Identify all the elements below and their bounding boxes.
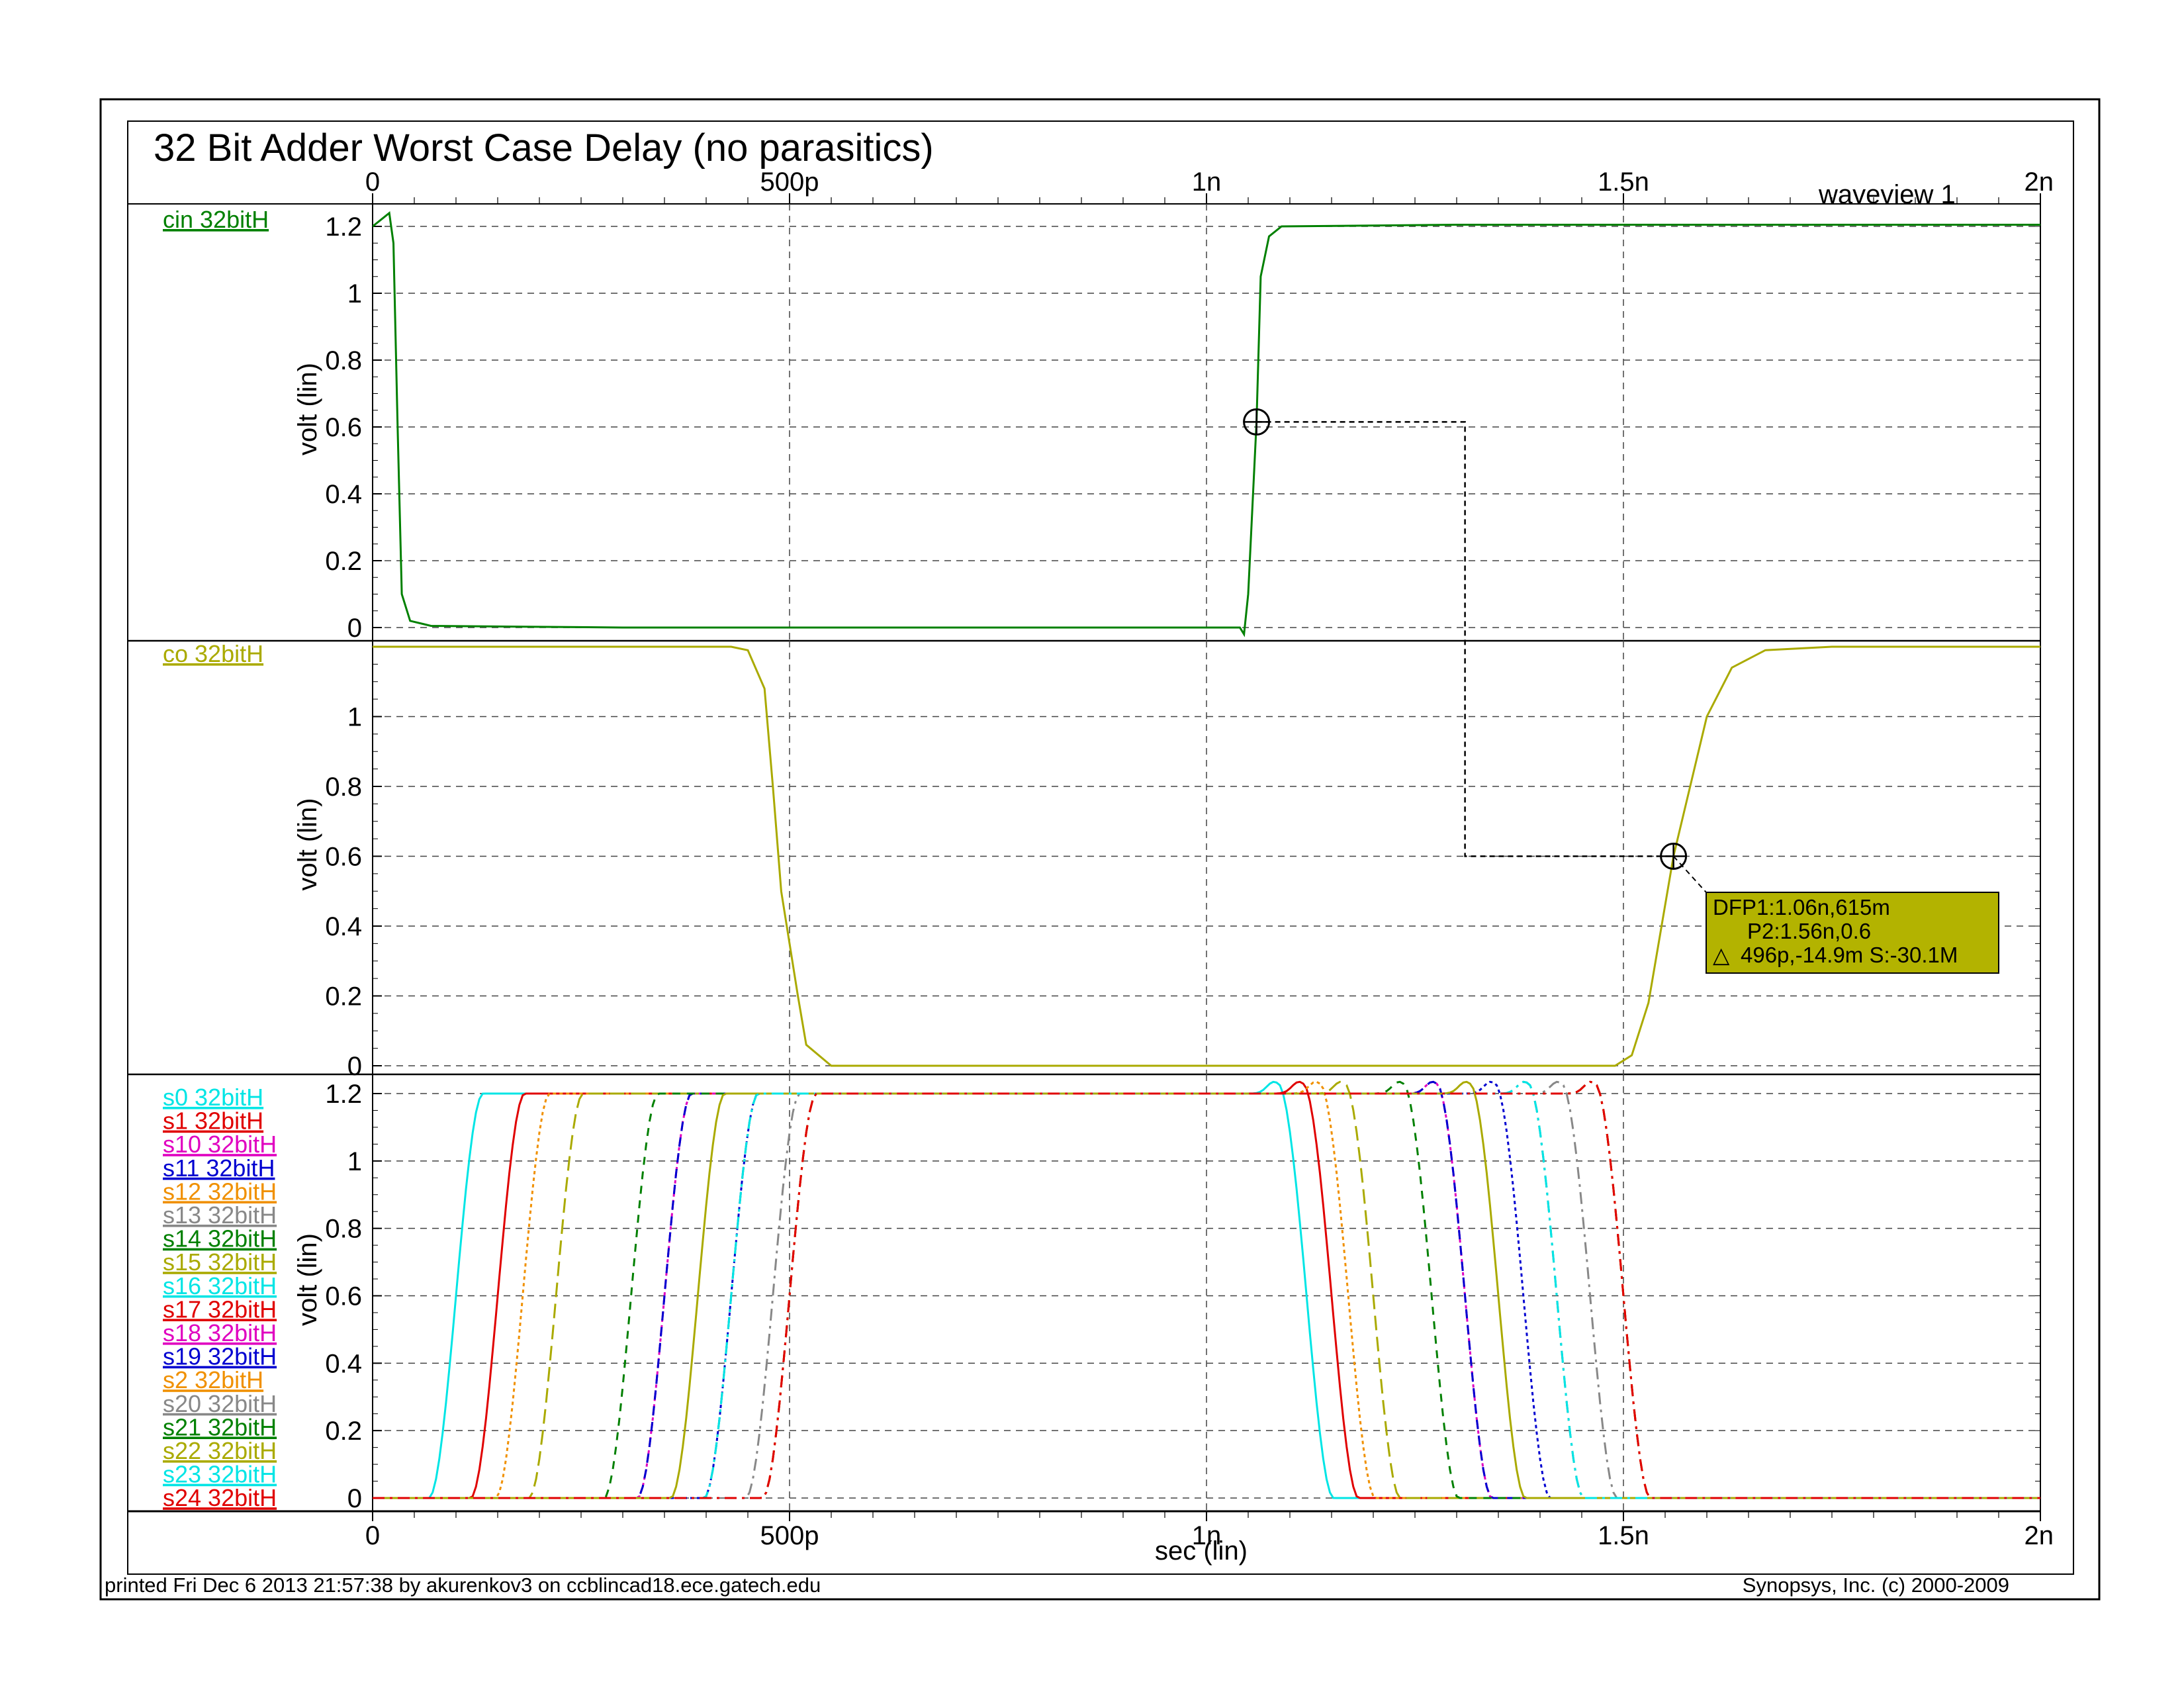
y-tick-label: 1 — [347, 279, 362, 308]
y-tick-label: 0.4 — [325, 1349, 362, 1378]
y-axis-label: volt (lin) — [293, 1233, 322, 1326]
y-axis-label: volt (lin) — [293, 798, 322, 890]
y-tick-label: 0.8 — [325, 1215, 362, 1244]
panel-co: 0 0.2 0.4 0.6 0.8 1 volt (lin) co 32bitH — [128, 640, 2040, 1081]
y-tick-label: 1.2 — [325, 1080, 362, 1109]
y-tick-label: 0.8 — [325, 773, 362, 802]
bottom-tick-label: 1.5n — [1598, 1521, 1649, 1550]
bottom-tick-label: 2n — [2025, 1521, 2054, 1550]
footer-left: printed Fri Dec 6 2013 21:57:38 by akure… — [105, 1573, 821, 1597]
inner-frame — [128, 121, 2073, 1574]
chart-title: 32 Bit Adder Worst Case Delay (no parasi… — [154, 126, 934, 169]
marker-connector — [1257, 422, 1674, 856]
y-tick-label: 1 — [347, 703, 362, 732]
marker-line2: P2:1.56n,0.6 — [1747, 919, 1871, 943]
top-tick-label: 500p — [760, 167, 819, 197]
footer-right: Synopsys, Inc. (c) 2000-2009 — [1743, 1573, 2009, 1597]
window-label: waveview 1 — [1818, 180, 1956, 209]
legend-entry: cin 32bitH — [163, 206, 269, 233]
marker-line1: DFP1:1.06n,615m — [1713, 895, 1890, 919]
panel-cin: 0 0.2 0.4 0.6 0.8 1 1.2 volt (lin) cin 32bitH — [128, 204, 2040, 643]
bottom-x-axis: 0 500p 1n 1.5n 2n — [128, 1511, 2054, 1550]
bottom-tick-label: 0 — [365, 1521, 380, 1550]
top-tick-label: 0 — [365, 167, 380, 197]
y-tick-label: 0.4 — [325, 912, 362, 941]
top-x-axis: 0 500p 1n 1.5n 2n — [128, 167, 2054, 204]
y-tick-label: 0 — [347, 1484, 362, 1513]
y-tick-label: 0.8 — [325, 346, 362, 375]
y-tick-label: 0 — [347, 1052, 362, 1081]
y-tick-label: 0.6 — [325, 413, 362, 442]
y-tick-label: 0.4 — [325, 480, 362, 509]
top-tick-label: 2n — [2025, 167, 2054, 197]
y-axis-label: volt (lin) — [293, 363, 322, 455]
marker-leader — [1674, 857, 1706, 893]
outer-border — [101, 99, 2099, 1599]
y-tick-label: 0 — [347, 614, 362, 643]
x-axis-label: sec (lin) — [1155, 1536, 1248, 1566]
y-tick-label: 1.2 — [325, 212, 362, 242]
top-tick-label: 1n — [1192, 167, 1222, 197]
y-tick-label: 0.2 — [325, 547, 362, 576]
top-tick-label: 1.5n — [1598, 167, 1649, 197]
y-tick-label: 0.2 — [325, 982, 362, 1011]
legend-entry: co 32bitH — [163, 640, 263, 667]
bottom-tick-label: 500p — [760, 1521, 819, 1550]
y-tick-label: 0.6 — [325, 843, 362, 872]
y-tick-label: 0.6 — [325, 1282, 362, 1311]
y-tick-label: 1 — [347, 1147, 362, 1176]
legend-entry: s24 32bitH — [163, 1484, 277, 1511]
delta-icon: △ — [1713, 943, 1730, 967]
marker-line3: 496p,-14.9m S:-30.1M — [1741, 943, 1958, 967]
y-tick-label: 0.2 — [325, 1417, 362, 1446]
